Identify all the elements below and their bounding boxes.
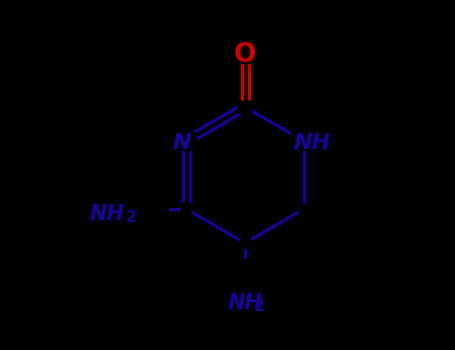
Bar [240, 238, 250, 248]
Bar [291, 132, 317, 150]
Bar [236, 47, 254, 63]
Bar [181, 204, 191, 214]
Text: O: O [234, 42, 256, 68]
Bar [176, 132, 196, 150]
Text: 2: 2 [253, 299, 264, 314]
Text: 2: 2 [126, 210, 137, 225]
Bar [239, 101, 251, 113]
Bar [299, 204, 309, 214]
Text: NH: NH [89, 204, 124, 224]
Text: NH: NH [228, 293, 263, 313]
Text: NH: NH [293, 133, 330, 153]
Text: N: N [173, 133, 192, 153]
